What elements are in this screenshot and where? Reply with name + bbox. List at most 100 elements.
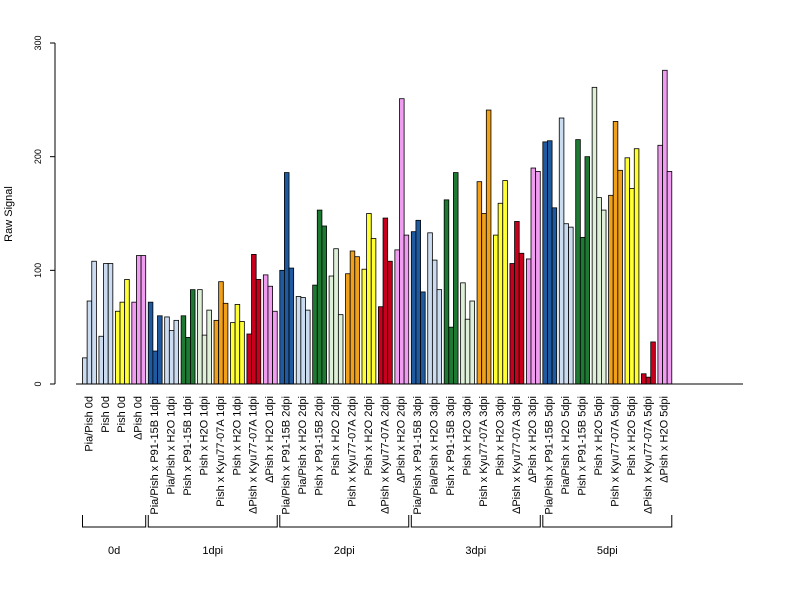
x-category-label: Pia/Pish x H2O 3dpi — [429, 396, 441, 494]
bar — [222, 302, 229, 385]
bar — [234, 304, 241, 385]
bar — [345, 273, 351, 385]
bar — [295, 296, 302, 385]
bar — [284, 172, 290, 385]
bar — [86, 300, 93, 385]
bar — [140, 255, 147, 385]
x-category-label: Pish x P91-15B 3dpi — [445, 396, 457, 496]
bar — [497, 202, 504, 385]
x-category-label: Pish x Kyu77-07A 1dpi — [215, 396, 227, 507]
bar — [387, 260, 393, 385]
bar — [168, 330, 175, 385]
bar — [403, 234, 410, 385]
x-category-label: ΔPish x H2O 2dpi — [396, 396, 408, 483]
bar — [316, 209, 323, 385]
x-category-label: Pish x H2O 3dpi — [461, 396, 473, 475]
x-category-label: ΔPish x Kyu77-07A 5dpi — [642, 396, 654, 514]
group-brackets: 0d 1dpi 2dpi 3dpi 5dpi — [82, 515, 673, 557]
x-category-label: ΔPish x Kyu77-07A 1dpi — [248, 396, 260, 514]
bar — [152, 350, 158, 385]
x-category-label: Pia/Pish 0d — [83, 396, 95, 452]
group-bracket — [279, 515, 410, 528]
bar — [443, 199, 450, 385]
bar — [189, 289, 196, 385]
bar — [382, 217, 389, 385]
bar — [206, 309, 212, 385]
x-category-label: Pish x P91-15B 1dpi — [182, 396, 194, 496]
bar — [493, 234, 499, 385]
bar — [535, 171, 541, 385]
bar — [328, 275, 335, 385]
bar — [591, 86, 598, 385]
bar — [272, 310, 278, 385]
bar — [464, 318, 471, 385]
group-label: 0d — [108, 545, 120, 557]
bar — [558, 117, 565, 385]
bar — [542, 141, 548, 385]
bar — [239, 321, 245, 385]
x-category-label: Pia/Pish x P91-15B 1dpi — [149, 396, 161, 515]
bar — [420, 291, 426, 385]
x-category-label: Pish x P91-15B 5dpi — [577, 396, 589, 496]
bar — [246, 333, 252, 385]
bar — [349, 250, 356, 385]
x-category-label: Pia/Pish x H2O 2dpi — [297, 396, 309, 494]
bar — [136, 255, 142, 385]
y-axis: 0 100 200 300 — [33, 35, 56, 387]
bar — [262, 274, 269, 385]
bar — [312, 284, 318, 385]
y-tick-label: 200 — [33, 149, 43, 164]
bar — [370, 238, 377, 385]
bar — [436, 289, 443, 385]
x-category-label: Pia/Pish x P91-15B 3dpi — [412, 396, 424, 515]
group-bracket — [147, 515, 278, 528]
bar — [337, 314, 344, 385]
bar — [114, 310, 121, 385]
bar — [481, 213, 487, 385]
category-labels: Pia/Pish 0d Pish 0d Pish 0d ΔPish 0d Pia/Pis… — [83, 396, 670, 515]
bar — [514, 221, 520, 385]
bar — [164, 316, 170, 385]
x-category-label: Pish x H2O 2dpi — [330, 396, 342, 475]
bar — [185, 336, 191, 385]
x-category-label: Pish 0d — [116, 396, 128, 433]
bar — [530, 167, 537, 385]
bar — [624, 157, 631, 385]
bar — [213, 319, 220, 385]
group-label: 3dpi — [465, 545, 486, 557]
group-label: 1dpi — [202, 545, 223, 557]
bar — [448, 326, 454, 385]
x-category-label: Pia/Pish x H2O 1dpi — [166, 396, 178, 494]
bar — [629, 188, 635, 385]
bar — [333, 248, 339, 385]
bar — [366, 213, 372, 385]
bar — [502, 180, 508, 385]
bar — [579, 236, 586, 385]
x-category-label: Pish x H2O 1dpi — [231, 396, 243, 475]
bar — [378, 306, 384, 385]
x-category-label: Pish x H2O 1dpi — [198, 396, 210, 475]
bar — [201, 334, 208, 385]
bar — [124, 279, 130, 385]
x-category-label: Pish x H2O 5dpi — [626, 396, 638, 475]
y-tick-label: 300 — [33, 35, 43, 50]
bar — [608, 194, 614, 385]
bar — [666, 171, 673, 385]
bar — [525, 258, 532, 385]
x-category-label: Pish x Kyu77-07A 2dpi — [346, 396, 358, 507]
bar — [107, 263, 114, 385]
x-category-label: Pish x Kyu77-07A 5dpi — [609, 396, 621, 507]
bar — [460, 282, 466, 385]
x-category-label: ΔPish x H2O 5dpi — [659, 396, 671, 483]
bar — [650, 341, 656, 385]
bar — [119, 301, 126, 385]
bar — [147, 301, 154, 385]
bar — [575, 139, 581, 385]
bar — [98, 335, 104, 385]
group-label: 2dpi — [334, 545, 355, 557]
x-category-label: Pish x H2O 2dpi — [363, 396, 375, 475]
bar — [563, 223, 569, 385]
bar — [173, 319, 179, 385]
x-category-label: ΔPish 0d — [133, 396, 145, 440]
group-label: 5dpi — [597, 545, 618, 557]
